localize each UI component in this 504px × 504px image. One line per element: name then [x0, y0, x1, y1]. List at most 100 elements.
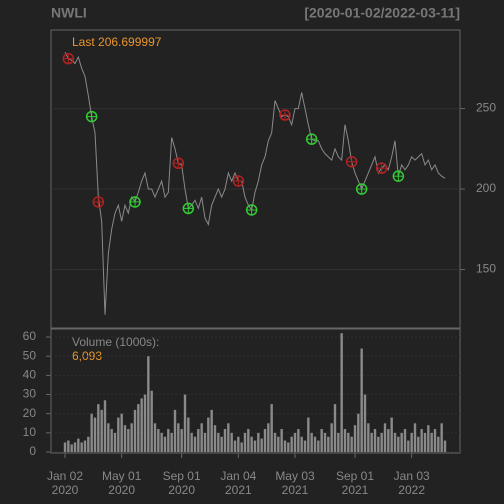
volume-bar [240, 442, 243, 453]
signal-marker [129, 196, 141, 208]
volume-bar [127, 429, 130, 453]
signal-marker [92, 196, 105, 208]
volume-bar [103, 400, 107, 453]
x-tick-label: Jan 03 2022 [393, 469, 430, 497]
volume-bar [280, 429, 283, 453]
y-tick-label: 0 [29, 444, 36, 458]
y-tick-label: 30 [23, 387, 37, 401]
volume-bar [177, 423, 180, 453]
volume-bar [107, 423, 110, 453]
volume-bar [427, 425, 430, 453]
volume-bar [213, 425, 217, 453]
volume-bar [130, 423, 133, 453]
last-price: Last 206.699997 [72, 35, 162, 49]
volume-bar [407, 440, 410, 453]
volume-bar [223, 429, 227, 453]
volume-bar [250, 436, 253, 453]
volume-bar [393, 432, 397, 453]
volume-bar [433, 429, 437, 453]
y-tick-label: 60 [23, 329, 37, 343]
y-tick-label: 10 [23, 425, 37, 439]
volume-bar [217, 432, 220, 453]
volume-label: Volume (1000s): [72, 335, 159, 349]
volume-bar [443, 440, 447, 453]
volume-bar [153, 423, 157, 453]
volume-bar [93, 417, 97, 453]
volume-bar [80, 442, 83, 453]
volume-bar [133, 409, 137, 453]
volume-bar [390, 417, 393, 453]
x-tick-label: Jan 02 2020 [46, 469, 84, 497]
price-line [64, 51, 446, 315]
volume-bar [400, 432, 403, 453]
y-tick-label: 50 [23, 348, 37, 362]
volume-bar [307, 417, 310, 453]
signal-marker [279, 109, 291, 121]
volume-bar [143, 394, 147, 453]
signal-marker [85, 110, 98, 123]
volume-bar [147, 356, 150, 453]
volume-bar [303, 440, 307, 453]
volume-bar [370, 432, 373, 453]
volume-bar [200, 423, 203, 453]
x-tick-label: May 03 2021 [275, 469, 315, 497]
x-tick-label: May 01 2020 [101, 469, 142, 497]
volume-bar [187, 417, 190, 453]
volume-bar [227, 423, 230, 453]
volume-bar [343, 429, 347, 453]
volume-bar [320, 429, 323, 453]
signal-marker [375, 162, 388, 174]
volume-bar [360, 348, 363, 453]
volume-bar [260, 438, 263, 453]
volume-bar [367, 423, 370, 453]
volume-bar [170, 432, 173, 453]
volume-bar [410, 432, 413, 453]
volume-bar [120, 413, 123, 453]
volume-bar [100, 409, 103, 453]
volume-bar [417, 436, 420, 453]
volume-bar [357, 413, 360, 453]
signal-marker [62, 52, 75, 65]
x-tick-label: Sep 01 2021 [335, 469, 375, 497]
volume-bar [167, 429, 170, 453]
signal-marker [245, 204, 258, 216]
volume-bar [347, 432, 350, 453]
volume-bar [220, 436, 223, 453]
volume-bar [420, 429, 423, 453]
volume-bar [67, 440, 70, 453]
volume-bar [243, 432, 247, 453]
volume-bar [387, 429, 390, 453]
volume-bar [277, 436, 280, 453]
y-tick-label: 200 [476, 181, 496, 195]
volume-bar [160, 432, 163, 453]
volume-bar [380, 432, 383, 453]
volume-bar [330, 423, 333, 453]
y-tick-label: 250 [476, 101, 496, 115]
volume-bar [313, 436, 317, 453]
chart-title: NWLI [51, 5, 87, 21]
signal-marker [172, 157, 185, 170]
x-tick-label: Sep 01 2020 [162, 469, 201, 497]
volume-bar [373, 429, 377, 453]
volume-bar [340, 333, 343, 453]
volume-bar [350, 436, 353, 453]
volume-bar [190, 432, 193, 453]
volume-bar [257, 432, 260, 453]
volume-bar [383, 423, 387, 453]
signal-marker [392, 170, 405, 182]
volume-bar [163, 436, 167, 453]
volume-bar [323, 432, 327, 453]
volume-bar [247, 429, 250, 453]
volume-bar [140, 398, 143, 453]
y-tick-label: 20 [23, 406, 37, 420]
volume-bar [90, 413, 93, 453]
volume-bar [150, 390, 153, 453]
volume-bar [270, 404, 273, 453]
volume-bar [273, 432, 277, 453]
volume-bar [283, 440, 287, 453]
volume-bar [207, 417, 210, 453]
volume-bar [287, 442, 290, 453]
volume-bar [353, 425, 357, 453]
volume-bar [297, 429, 300, 453]
